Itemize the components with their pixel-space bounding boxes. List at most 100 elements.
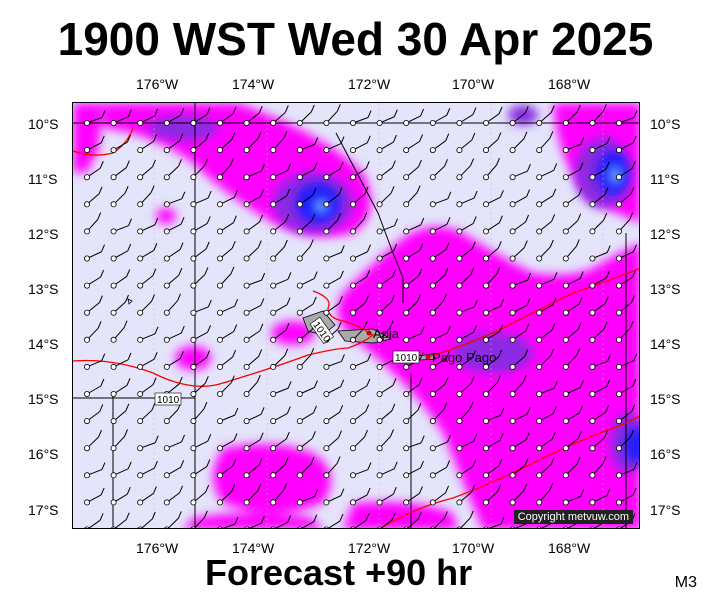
- wind-barb: [296, 431, 316, 452]
- wind-barb: [243, 214, 264, 235]
- wind-barb: [296, 137, 319, 154]
- wind-barb: [536, 483, 554, 506]
- lat-label-right: 12°S: [650, 226, 681, 242]
- wind-barb: [456, 376, 475, 397]
- lat-label-right: 16°S: [650, 446, 681, 462]
- wind-barb: [562, 322, 582, 343]
- wind-barb: [482, 241, 502, 262]
- wind-barb: [403, 159, 422, 181]
- wind-barb: [616, 110, 638, 126]
- wind-barb: [163, 267, 183, 289]
- wind-barb: [349, 353, 372, 370]
- wind-barb: [216, 349, 237, 370]
- wind-barb: [296, 380, 318, 397]
- wind-barb: [456, 132, 476, 154]
- wind-barb: [482, 484, 502, 506]
- wind-barb: [243, 298, 265, 316]
- wind-barb: [403, 243, 424, 262]
- wind-barb: [403, 294, 421, 316]
- wind-barb: [163, 216, 185, 235]
- wind-barb: [482, 375, 501, 397]
- wind-barb: [482, 433, 504, 452]
- wind-barb: [456, 484, 476, 506]
- wind-barb: [110, 185, 129, 208]
- lat-label-left: 16°S: [28, 446, 59, 462]
- map-canvas: Apia Pago Pago 1010 1010 1010: [73, 103, 639, 528]
- wind-barb: [536, 322, 556, 343]
- wind-barb: [323, 488, 345, 506]
- lat-label-left: 10°S: [28, 116, 59, 132]
- wind-barb: [536, 297, 557, 316]
- wind-barb: [323, 245, 345, 262]
- wind-barb: [403, 217, 425, 235]
- rain-area: [184, 513, 322, 528]
- wind-barb: [429, 460, 451, 479]
- wind-barb: [616, 269, 637, 289]
- wind-barb: [349, 186, 369, 208]
- wind-barb: [429, 159, 448, 181]
- wind-barb: [616, 161, 636, 181]
- wind-barb: [243, 483, 262, 506]
- wind-barb: [377, 512, 396, 528]
- wind-barb: [83, 135, 105, 154]
- wind-barb: [163, 159, 182, 181]
- wind-barb: [83, 321, 102, 343]
- wind-barb: [429, 242, 450, 262]
- wind-barb: [270, 297, 291, 316]
- wind-barb: [216, 458, 237, 479]
- wind-barb: [403, 435, 425, 452]
- wind-barb: [376, 269, 397, 289]
- wind-barb: [349, 487, 371, 506]
- wind-barb: [562, 162, 584, 181]
- wind-barb: [376, 109, 398, 126]
- wind-barb: [509, 458, 529, 479]
- wind-barb: [296, 187, 317, 208]
- lat-label-right: 10°S: [650, 116, 681, 132]
- wind-barb: [403, 460, 424, 479]
- wind-barb: [589, 136, 611, 154]
- wind-barb: [190, 433, 212, 452]
- wind-barb: [83, 353, 106, 370]
- wind-barb: [482, 458, 503, 479]
- graticule: [153, 103, 604, 528]
- wind-barb: [589, 404, 610, 425]
- wind-barb: [456, 299, 478, 316]
- wind-barb: [350, 513, 370, 528]
- isobar-label: 1010: [395, 353, 418, 364]
- isobar-label: 1010: [157, 395, 180, 406]
- wind-barb: [270, 515, 292, 528]
- wind-barb: [536, 272, 558, 289]
- wind-barb: [429, 191, 452, 208]
- wind-barb: [349, 269, 371, 289]
- wind-barb: [509, 272, 532, 289]
- copyright-notice: Copyright metvuw.com: [513, 510, 633, 524]
- wind-barb: [190, 158, 208, 181]
- wind-barb: [376, 294, 395, 316]
- lat-label-left: 14°S: [28, 336, 59, 352]
- wind-barb: [163, 351, 184, 370]
- wind-barb: [137, 511, 156, 528]
- isobars: [73, 127, 639, 528]
- wind-barb: [270, 322, 290, 343]
- wind-barb: [137, 460, 158, 479]
- wind-barb: [589, 296, 609, 316]
- wind-barb: [216, 266, 235, 289]
- wind-barb: [243, 349, 263, 370]
- wind-barb: [270, 457, 289, 479]
- wind-barb: [403, 268, 423, 289]
- wind-barb: [403, 402, 422, 425]
- wind-barb: [349, 378, 371, 397]
- wind-barb: [616, 295, 635, 316]
- wind-barb: [163, 402, 182, 425]
- wind-barb: [403, 486, 423, 506]
- wind-barb: [429, 402, 448, 425]
- wind-barb: [323, 161, 344, 181]
- wind-barb: [589, 245, 611, 262]
- wind-barb: [270, 406, 291, 425]
- wind-barb: [270, 483, 288, 506]
- wind-barb: [137, 377, 157, 397]
- rain-area-heavy: [625, 427, 639, 463]
- wind-barb: [589, 379, 611, 397]
- wind-barb: [376, 185, 395, 208]
- wind-barb: [190, 132, 210, 154]
